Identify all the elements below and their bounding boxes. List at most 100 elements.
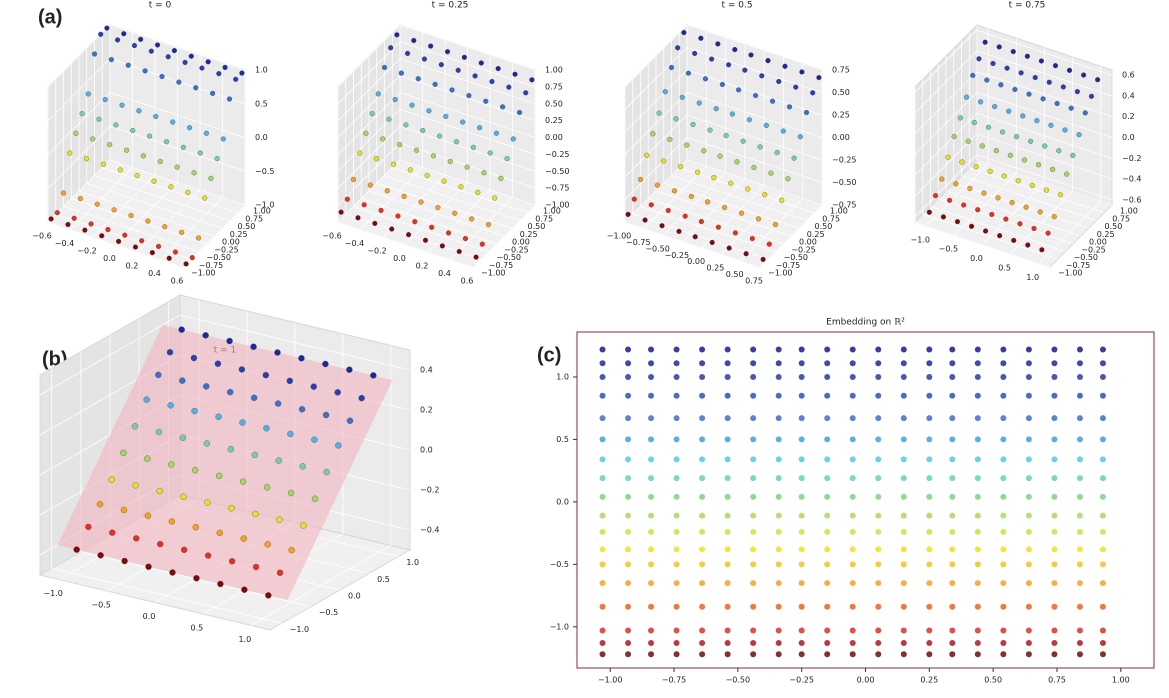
point <box>775 512 782 519</box>
point <box>374 156 380 162</box>
point <box>753 92 759 99</box>
point <box>732 47 738 53</box>
point <box>949 603 956 610</box>
point <box>968 223 975 229</box>
tick-label: 0.5 <box>255 99 268 108</box>
point <box>1000 651 1007 658</box>
point <box>926 546 933 553</box>
point <box>824 373 831 380</box>
tick-label: 0.0 <box>255 133 268 142</box>
point <box>178 326 185 333</box>
grid-line <box>914 133 978 197</box>
point <box>625 346 632 353</box>
point <box>974 456 981 463</box>
point <box>673 512 680 519</box>
point <box>264 541 271 548</box>
point <box>648 415 655 422</box>
tick-label: −0.4 <box>55 239 74 248</box>
point <box>749 235 755 242</box>
point <box>1025 242 1031 248</box>
point <box>775 493 782 500</box>
point <box>1099 640 1106 647</box>
point <box>926 475 933 482</box>
tick-label: 0.25 <box>520 230 538 239</box>
point <box>762 192 768 198</box>
point <box>361 202 367 208</box>
point <box>631 196 637 202</box>
point <box>648 456 655 463</box>
point <box>1051 603 1058 610</box>
point <box>824 456 831 463</box>
point <box>1076 493 1083 500</box>
grid-line <box>361 198 497 245</box>
point <box>48 216 54 222</box>
point <box>692 234 698 240</box>
point <box>82 227 88 233</box>
point <box>439 243 445 249</box>
point <box>900 436 907 443</box>
tick-label: 0.00 <box>799 238 817 247</box>
point <box>875 603 882 610</box>
point <box>926 528 933 535</box>
point <box>949 546 956 553</box>
point <box>1025 475 1032 482</box>
grid-line <box>47 221 184 268</box>
point <box>724 373 731 380</box>
point <box>155 428 163 436</box>
point <box>240 535 247 542</box>
point <box>233 76 239 82</box>
point <box>1099 603 1106 610</box>
point <box>1004 65 1010 71</box>
point <box>310 383 317 390</box>
y-tick-label: −0.5 <box>550 560 569 569</box>
point <box>745 186 751 192</box>
point <box>750 415 757 422</box>
x-tick-label: −0.50 <box>726 676 751 685</box>
point <box>926 346 933 353</box>
point <box>849 493 856 500</box>
tick-label: 1.0 <box>1026 273 1039 282</box>
grid-line <box>337 58 401 122</box>
grid-line <box>384 175 520 221</box>
point <box>216 529 223 537</box>
point <box>750 546 757 553</box>
point <box>167 402 174 409</box>
point <box>875 475 882 482</box>
grid-line <box>663 182 799 229</box>
point <box>411 37 417 44</box>
tick-label: −0.50 <box>784 253 809 262</box>
point <box>900 546 907 553</box>
grid-line <box>353 206 489 252</box>
point <box>395 213 401 219</box>
tick-label: 0.75 <box>745 277 763 286</box>
point <box>900 651 907 658</box>
point <box>149 250 155 256</box>
point <box>757 144 763 150</box>
point <box>169 569 176 576</box>
tick-label: 0.00 <box>545 133 563 142</box>
point <box>900 512 907 519</box>
point <box>985 124 992 130</box>
tick-label: −0.75 <box>626 238 651 247</box>
tick-label: −0.75 <box>776 261 801 270</box>
point <box>429 224 435 230</box>
grid-line <box>953 182 1089 229</box>
point <box>1026 91 1032 97</box>
grid-line <box>624 24 688 88</box>
point <box>699 475 706 482</box>
point <box>724 546 731 553</box>
point <box>824 512 831 519</box>
point <box>715 41 721 47</box>
point <box>1056 148 1062 154</box>
point <box>153 113 159 119</box>
point <box>699 456 706 463</box>
point <box>180 493 187 500</box>
point <box>1000 436 1007 443</box>
point <box>1051 512 1058 519</box>
point <box>599 512 606 519</box>
point <box>699 360 706 367</box>
point <box>949 493 956 500</box>
point <box>1076 512 1083 519</box>
point <box>740 138 746 144</box>
point <box>824 415 831 422</box>
